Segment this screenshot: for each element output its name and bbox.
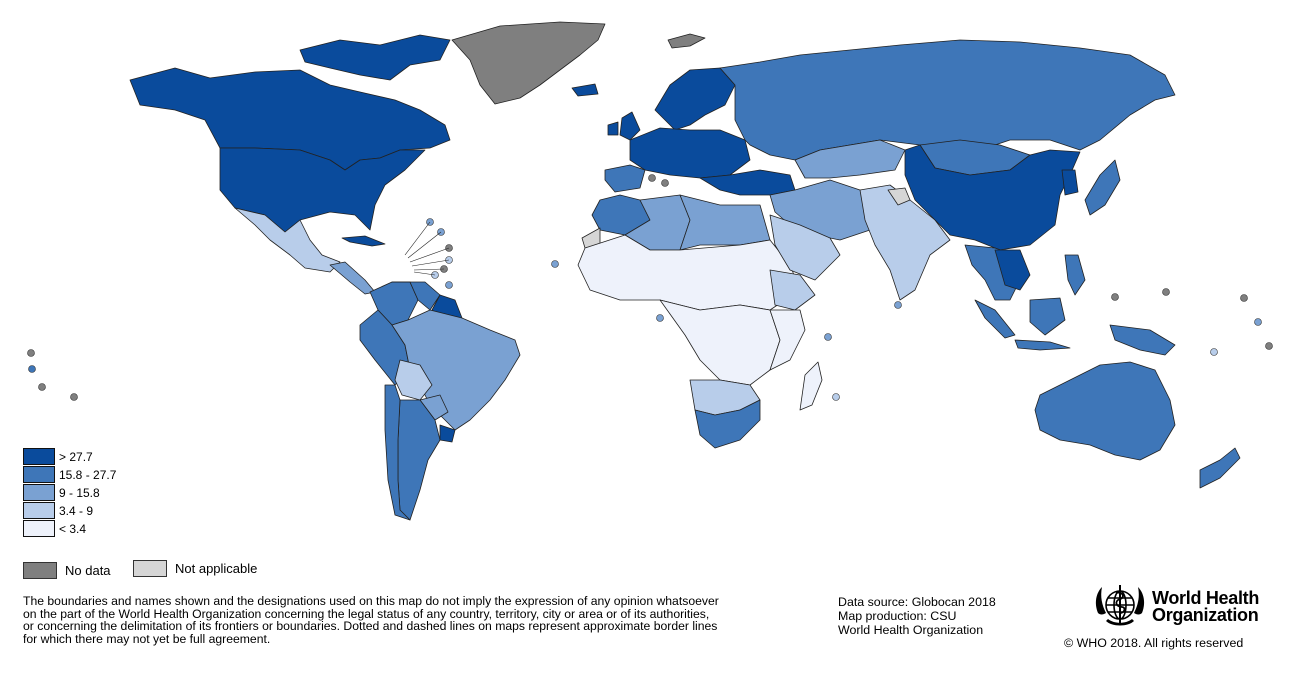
region-philippines — [1064, 254, 1086, 296]
region-uruguay — [439, 424, 456, 443]
region-cuba — [341, 235, 386, 247]
region-uk — [619, 111, 641, 141]
disclaimer-line: or concerning the delimitation of its fr… — [23, 619, 718, 633]
region-svalbard — [667, 33, 706, 49]
legend-row-2: 15.8 - 27.7 — [23, 466, 116, 484]
island-dot — [38, 383, 46, 391]
island-dot — [1162, 288, 1170, 296]
region-ireland — [607, 121, 619, 136]
legend-row-1: > 27.7 — [23, 448, 116, 466]
who-logo: World Health Organization — [1092, 583, 1259, 631]
island-dot — [648, 174, 656, 182]
legend-label: 3.4 - 9 — [59, 504, 94, 518]
island-dot — [551, 260, 559, 268]
no-data-swatch — [23, 562, 57, 579]
island-dot — [1210, 348, 1218, 356]
disclaimer-line: for which there may not yet be full agre… — [23, 631, 271, 646]
legend-row-4: 3.4 - 9 — [23, 502, 116, 520]
region-madagascar — [799, 361, 823, 411]
credit-org: World Health Organization — [838, 623, 984, 637]
no-data-label: No data — [65, 563, 111, 578]
island-dot — [832, 393, 840, 401]
region-south-africa — [694, 399, 761, 449]
map-production: Map production: CSU — [838, 609, 957, 623]
region-western-europe — [629, 127, 751, 179]
disclaimer-text: The boundaries and names shown and the d… — [23, 595, 813, 645]
region-new-guinea — [1109, 324, 1176, 356]
island-dot — [445, 281, 453, 289]
region-iceland — [571, 83, 599, 97]
legend-not-applicable: Not applicable — [133, 560, 257, 577]
region-arctic-islands — [299, 34, 451, 81]
legend-label: > 27.7 — [59, 450, 93, 464]
region-scandinavia — [654, 67, 736, 131]
region-arabia — [769, 214, 841, 281]
map-legend: > 27.7 15.8 - 27.7 9 - 15.8 3.4 - 9 < 3.… — [23, 448, 116, 538]
island-dot — [28, 365, 36, 373]
island-dot — [1265, 342, 1273, 350]
not-applicable-label: Not applicable — [175, 561, 258, 576]
region-china — [904, 144, 1081, 251]
copyright-notice: © WHO 2018. All rights reserved — [1064, 636, 1244, 650]
region-kashmir — [887, 187, 911, 206]
legend-swatch — [23, 502, 55, 519]
island-dot — [824, 333, 832, 341]
who-wordmark-line2: Organization — [1152, 605, 1259, 625]
region-mexico — [234, 207, 341, 273]
island-dot — [894, 301, 902, 309]
legend-swatch — [23, 520, 55, 537]
disclaimer-line: on the part of the World Health Organiza… — [23, 606, 710, 621]
legend-row-3: 9 - 15.8 — [23, 484, 116, 502]
region-sumatra — [974, 299, 1016, 339]
region-new-zealand — [1199, 447, 1241, 489]
not-applicable-swatch — [133, 560, 167, 577]
region-libya-egypt — [679, 194, 771, 251]
region-chile — [384, 384, 411, 521]
region-koreas — [1061, 169, 1079, 196]
who-wordmark: World Health Organization — [1152, 588, 1260, 625]
data-source: Data source: Globocan 2018 — [838, 595, 996, 609]
region-greenland — [451, 21, 606, 105]
legend-swatch — [23, 484, 55, 501]
region-japan — [1084, 159, 1121, 216]
region-russia — [719, 39, 1176, 161]
map-credits: Data source: Globocan 2018 Map productio… — [838, 595, 996, 637]
legend-swatch — [23, 466, 55, 483]
region-borneo — [1029, 297, 1066, 336]
region-indochina — [994, 249, 1031, 291]
region-canada — [129, 67, 451, 171]
who-wordmark-line1: World Health — [1152, 588, 1260, 608]
island-dot — [1240, 294, 1248, 302]
region-ethiopia — [769, 269, 816, 311]
legend-row-5: < 3.4 — [23, 520, 116, 538]
region-iberia — [604, 164, 646, 193]
legend-label: 15.8 - 27.7 — [59, 468, 117, 482]
island-dot — [27, 349, 35, 357]
region-east-africa — [769, 309, 806, 371]
legend-no-data: No data — [23, 562, 111, 579]
island-dot — [1111, 293, 1119, 301]
island-dot — [1254, 318, 1262, 326]
region-kazakhstan — [794, 139, 906, 179]
island-dot — [656, 314, 664, 322]
island-dot — [70, 393, 78, 401]
who-emblem-icon — [1095, 585, 1145, 626]
region-central-america — [329, 261, 376, 295]
region-central-africa — [659, 299, 781, 386]
legend-label: < 3.4 — [59, 522, 87, 536]
region-argentina — [397, 399, 441, 521]
region-australia — [1034, 361, 1176, 461]
disclaimer-line: The boundaries and names shown and the d… — [23, 594, 719, 608]
legend-label: 9 - 15.8 — [59, 486, 100, 500]
region-java — [1014, 339, 1071, 351]
island-dot — [661, 179, 669, 187]
legend-swatch — [23, 448, 55, 465]
